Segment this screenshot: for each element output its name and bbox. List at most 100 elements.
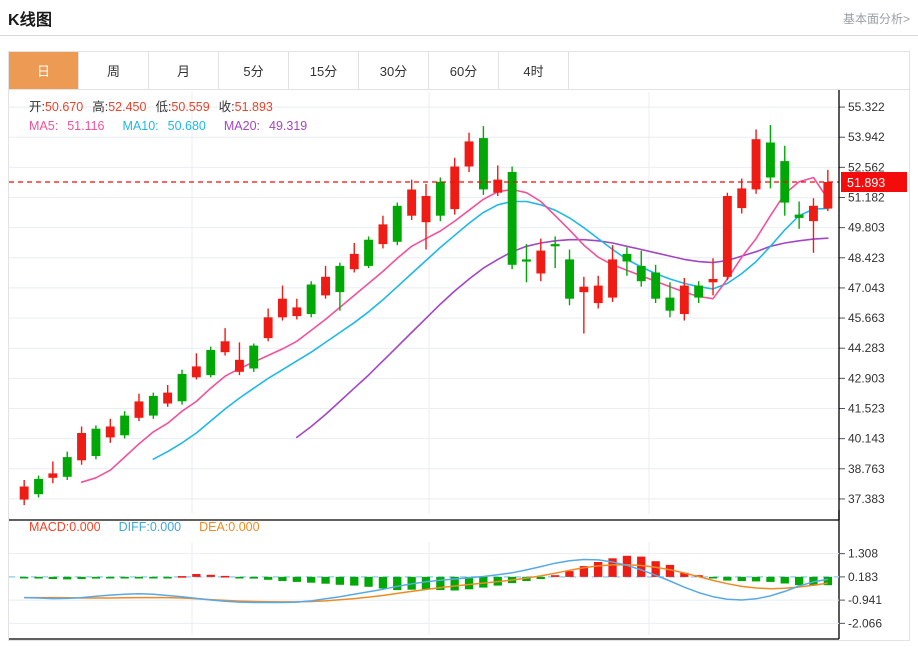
tab-4[interactable]: 15分 <box>289 52 359 89</box>
candlestick <box>220 328 230 356</box>
candlestick <box>794 201 804 229</box>
dea-line <box>24 563 828 603</box>
candlestick <box>278 285 287 321</box>
candlestick <box>608 245 617 302</box>
tab-3[interactable]: 5分 <box>219 52 289 89</box>
macd-histogram-bar <box>436 576 445 591</box>
candlestick <box>392 202 402 246</box>
macd-histogram-bar <box>450 576 459 591</box>
candlestick <box>235 342 244 376</box>
macd-histogram-bar <box>421 576 431 590</box>
macd-histogram-bar <box>594 562 603 577</box>
candlestick <box>464 132 474 172</box>
candle-body <box>34 478 43 495</box>
page-title: K线图 <box>8 12 53 29</box>
candlestick <box>694 281 704 304</box>
candle-body <box>292 307 302 317</box>
candlestick <box>335 262 345 311</box>
tab-6[interactable]: 60分 <box>429 52 499 89</box>
candlestick <box>493 165 503 197</box>
macd-histogram-bar <box>780 576 789 584</box>
price-axis-label: 52.562 <box>848 160 885 174</box>
current-price-text: 51.893 <box>847 176 885 190</box>
macd-histogram-bar <box>321 576 330 584</box>
candle-body <box>622 253 632 262</box>
candlestick <box>321 265 330 299</box>
macd-histogram-bar <box>637 556 646 577</box>
price-axis-label: 41.523 <box>848 401 885 415</box>
macd-histogram-bar <box>34 576 43 579</box>
macd-histogram-bar <box>751 576 761 582</box>
candlestick <box>378 215 388 249</box>
candlestick <box>665 282 675 318</box>
macd-histogram-bar <box>120 576 129 579</box>
candle-body <box>550 244 560 247</box>
candlestick <box>593 275 603 309</box>
candlestick <box>823 169 833 212</box>
candle-body <box>321 276 330 296</box>
macd-axis-label: 1.308 <box>848 547 878 561</box>
fundamental-analysis-link[interactable]: 基本面分析> <box>842 12 910 26</box>
tab-5[interactable]: 30分 <box>359 52 429 89</box>
candlestick <box>48 461 58 484</box>
tab-7[interactable]: 4时 <box>499 52 569 89</box>
candle-body <box>450 166 460 210</box>
tab-0[interactable]: 日 <box>9 52 79 89</box>
macd-histogram-bar <box>823 576 832 586</box>
macd-histogram-bar <box>235 576 244 579</box>
macd-histogram-bar <box>77 576 86 579</box>
candlestick <box>780 145 790 216</box>
macd-histogram-bar <box>708 576 718 579</box>
macd-histogram-bar <box>680 572 689 577</box>
candlestick <box>651 264 661 304</box>
candle-body <box>378 224 388 245</box>
candle-body <box>191 366 201 378</box>
candlestick <box>722 192 732 281</box>
tab-1[interactable]: 周 <box>79 52 149 89</box>
candlestick <box>809 198 818 253</box>
candlestick <box>206 346 216 378</box>
candle-body <box>349 253 359 270</box>
macd-histogram-bar <box>192 574 201 577</box>
candle-body <box>235 359 244 372</box>
candlestick <box>105 418 115 443</box>
chart-plot-area[interactable]: 55.322 53.942 52.562 51.182 49.803 48.423 47.0… <box>9 90 909 640</box>
candlestick <box>148 392 158 419</box>
candle-body <box>62 457 72 477</box>
price-axis-label: 38.763 <box>848 462 885 476</box>
diff-line <box>24 558 828 604</box>
candle-body <box>579 286 589 293</box>
macd-histogram-bar <box>48 576 57 579</box>
macd-histogram-bar <box>665 564 675 577</box>
macd-histogram-bar <box>63 576 72 580</box>
candle-body <box>19 486 29 500</box>
candlestick <box>34 475 43 498</box>
candle-body <box>220 341 230 353</box>
period-tabbar: 日 周 月 5分 15分 30分 60分 4时 <box>8 51 910 89</box>
macd-histogram-bar <box>134 576 144 579</box>
candlestick <box>134 393 144 422</box>
macd-histogram-bar <box>522 576 531 581</box>
candlestick <box>364 236 373 269</box>
macd-histogram-bar <box>766 576 775 582</box>
candlestick <box>191 353 201 380</box>
candle-body <box>249 345 259 369</box>
candle-body <box>134 401 144 418</box>
price-axis-label: 55.322 <box>848 100 885 114</box>
candle-body <box>392 205 402 242</box>
candlestick <box>751 129 761 194</box>
candle-body <box>708 279 718 283</box>
macd-histogram-bar <box>177 576 187 578</box>
tab-2[interactable]: 月 <box>149 52 219 89</box>
candlestick <box>766 125 775 189</box>
candle-body <box>665 297 675 311</box>
macd-histogram-bar <box>106 576 115 579</box>
candlestick-svg[interactable]: 55.322 53.942 52.562 51.182 49.803 48.423 47.0… <box>9 90 909 640</box>
price-axis-label: 40.143 <box>848 432 885 446</box>
candlestick <box>550 236 560 269</box>
macd-histogram-bar <box>249 576 258 579</box>
candle-body <box>479 138 488 190</box>
page-header: K线图 基本面分析> <box>0 0 918 36</box>
tabbar-filler <box>569 52 909 89</box>
candle-body <box>536 250 546 274</box>
